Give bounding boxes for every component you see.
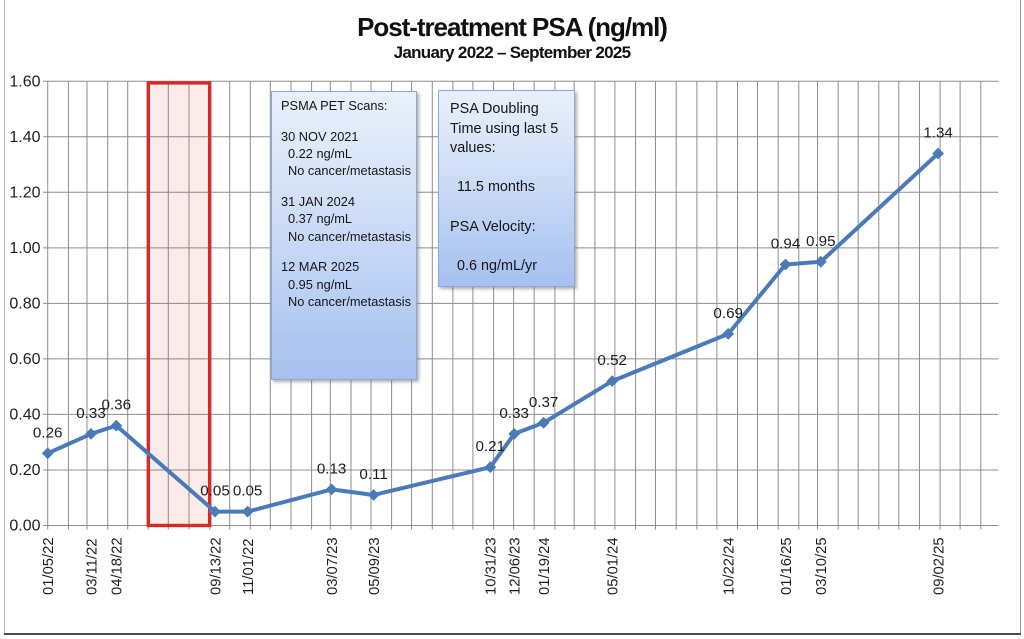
svg-text:01/19/24: 01/19/24	[537, 537, 553, 595]
svg-text:1.40: 1.40	[9, 129, 40, 146]
svg-text:0.21: 0.21	[476, 438, 506, 455]
svg-text:0.33: 0.33	[76, 405, 106, 422]
svg-text:0.40: 0.40	[9, 407, 40, 424]
svg-text:0.33: 0.33	[499, 405, 529, 422]
svg-text:0.20: 0.20	[9, 462, 40, 479]
svg-text:03/11/22: 03/11/22	[84, 539, 100, 596]
svg-text:0.36: 0.36	[102, 397, 132, 414]
svg-text:10/31/23: 10/31/23	[484, 537, 500, 595]
svg-text:0.95: 0.95	[806, 233, 836, 250]
svg-text:0.80: 0.80	[9, 296, 40, 313]
svg-text:1.34: 1.34	[923, 125, 953, 142]
svg-text:11/01/22: 11/01/22	[241, 539, 257, 596]
svg-text:0.00: 0.00	[9, 518, 40, 535]
svg-text:10/22/24: 10/22/24	[722, 537, 738, 595]
svg-text:0.11: 0.11	[359, 466, 387, 483]
svg-text:03/07/23: 03/07/23	[325, 537, 341, 595]
svg-text:09/02/25: 09/02/25	[931, 537, 947, 595]
svg-text:0.37: 0.37	[529, 394, 559, 411]
svg-text:0.60: 0.60	[9, 351, 40, 368]
svg-text:0.26: 0.26	[33, 424, 63, 441]
svg-text:12/06/23: 12/06/23	[508, 537, 524, 595]
svg-text:1.60: 1.60	[9, 74, 40, 91]
svg-text:03/10/25: 03/10/25	[814, 537, 830, 595]
svg-text:05/09/23: 05/09/23	[367, 537, 383, 595]
svg-text:01/05/22: 01/05/22	[41, 537, 57, 595]
svg-text:09/13/22: 09/13/22	[208, 537, 224, 595]
svg-text:0.05: 0.05	[200, 483, 230, 500]
svg-text:1.20: 1.20	[9, 185, 40, 202]
svg-text:0.05: 0.05	[233, 483, 263, 500]
svg-text:01/16/25: 01/16/25	[779, 537, 795, 595]
svg-text:0.13: 0.13	[317, 460, 347, 477]
svg-text:0.94: 0.94	[771, 236, 801, 253]
svg-text:0.69: 0.69	[713, 305, 743, 322]
svg-text:0.52: 0.52	[597, 352, 627, 369]
svg-text:04/18/22: 04/18/22	[110, 537, 126, 595]
svg-text:1.00: 1.00	[9, 240, 40, 257]
svg-text:05/01/24: 05/01/24	[606, 537, 622, 595]
